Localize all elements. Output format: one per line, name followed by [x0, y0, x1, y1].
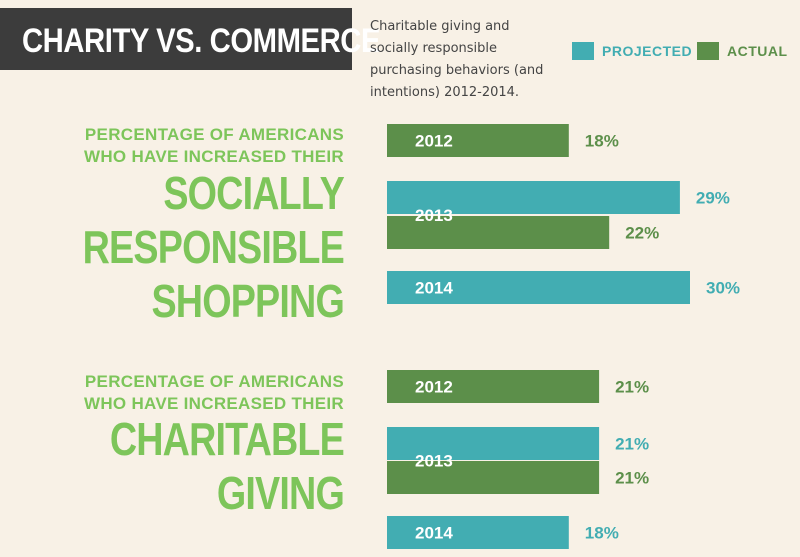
section-2-headline: CHARITABLE GIVING [0, 412, 345, 520]
value-label-1-2013-projected: 29% [696, 189, 730, 208]
year-label-1-2013: 2013 [415, 206, 453, 225]
section-1-lead-line-1: PERCENTAGE OF AMERICANS [84, 125, 344, 144]
legend-label-actual: ACTUAL [727, 43, 788, 59]
section-1-headline-line-1: SOCIALLY [163, 167, 345, 219]
bar-1-2013-actual [387, 216, 610, 249]
section-1-headline: SOCIALLY RESPONSIBLE SHOPPING [0, 166, 345, 328]
title-banner: CHARITY VS. COMMERCE [0, 8, 380, 70]
section-1-lead: PERCENTAGE OF AMERICANS WHO HAVE INCREAS… [0, 124, 344, 168]
value-label-1-2014-projected: 30% [706, 279, 740, 298]
year-label-1-2014: 2014 [415, 279, 453, 298]
bar-1-2013-projected [387, 181, 680, 214]
legend-swatch-actual [697, 42, 719, 60]
year-label-2-2012: 2012 [415, 378, 453, 397]
value-label-1-2013-actual: 22% [625, 224, 659, 243]
section-1-lead-line-2: WHO HAVE INCREASED THEIR [83, 147, 344, 166]
value-label-1-2012-actual: 18% [585, 132, 619, 151]
value-label-2-2012-actual: 21% [615, 378, 649, 397]
page-title: CHARITY VS. COMMERCE [22, 22, 381, 60]
section-2-lead-line-1: PERCENTAGE OF AMERICANS [84, 372, 344, 391]
bar-2-2012-actual [387, 370, 600, 403]
section-2-headline-line-1: CHARITABLE [109, 413, 345, 465]
section-2-headline-line-2: GIVING [216, 467, 345, 519]
bar-1-2012-actual [387, 124, 569, 157]
value-label-2-2014-projected: 18% [585, 524, 619, 543]
legend-actual: ACTUAL [697, 42, 788, 60]
bar-2-2013-projected [387, 427, 600, 460]
bar-2-2014-projected [387, 516, 569, 549]
bar-2-2013-actual [387, 461, 600, 494]
legend-projected: PROJECTED [572, 42, 692, 60]
legend-label-projected: PROJECTED [602, 43, 693, 59]
bar-1-2014-projected [387, 271, 690, 304]
year-label-1-2012: 2012 [415, 132, 453, 151]
section-1-headline-line-3: SHOPPING [151, 275, 344, 327]
value-label-2-2013-projected: 21% [615, 435, 649, 454]
legend-swatch-projected [572, 42, 594, 60]
section-2-lead: PERCENTAGE OF AMERICANS WHO HAVE INCREAS… [0, 371, 344, 415]
chart-subtitle: Charitable giving and socially responsib… [370, 19, 544, 100]
value-label-2-2013-actual: 21% [615, 469, 649, 488]
section-1-headline-line-2: RESPONSIBLE [82, 221, 345, 273]
year-label-2-2013: 2013 [415, 452, 453, 471]
year-label-2-2014: 2014 [415, 524, 453, 543]
section-2-lead-line-2: WHO HAVE INCREASED THEIR [83, 394, 344, 413]
